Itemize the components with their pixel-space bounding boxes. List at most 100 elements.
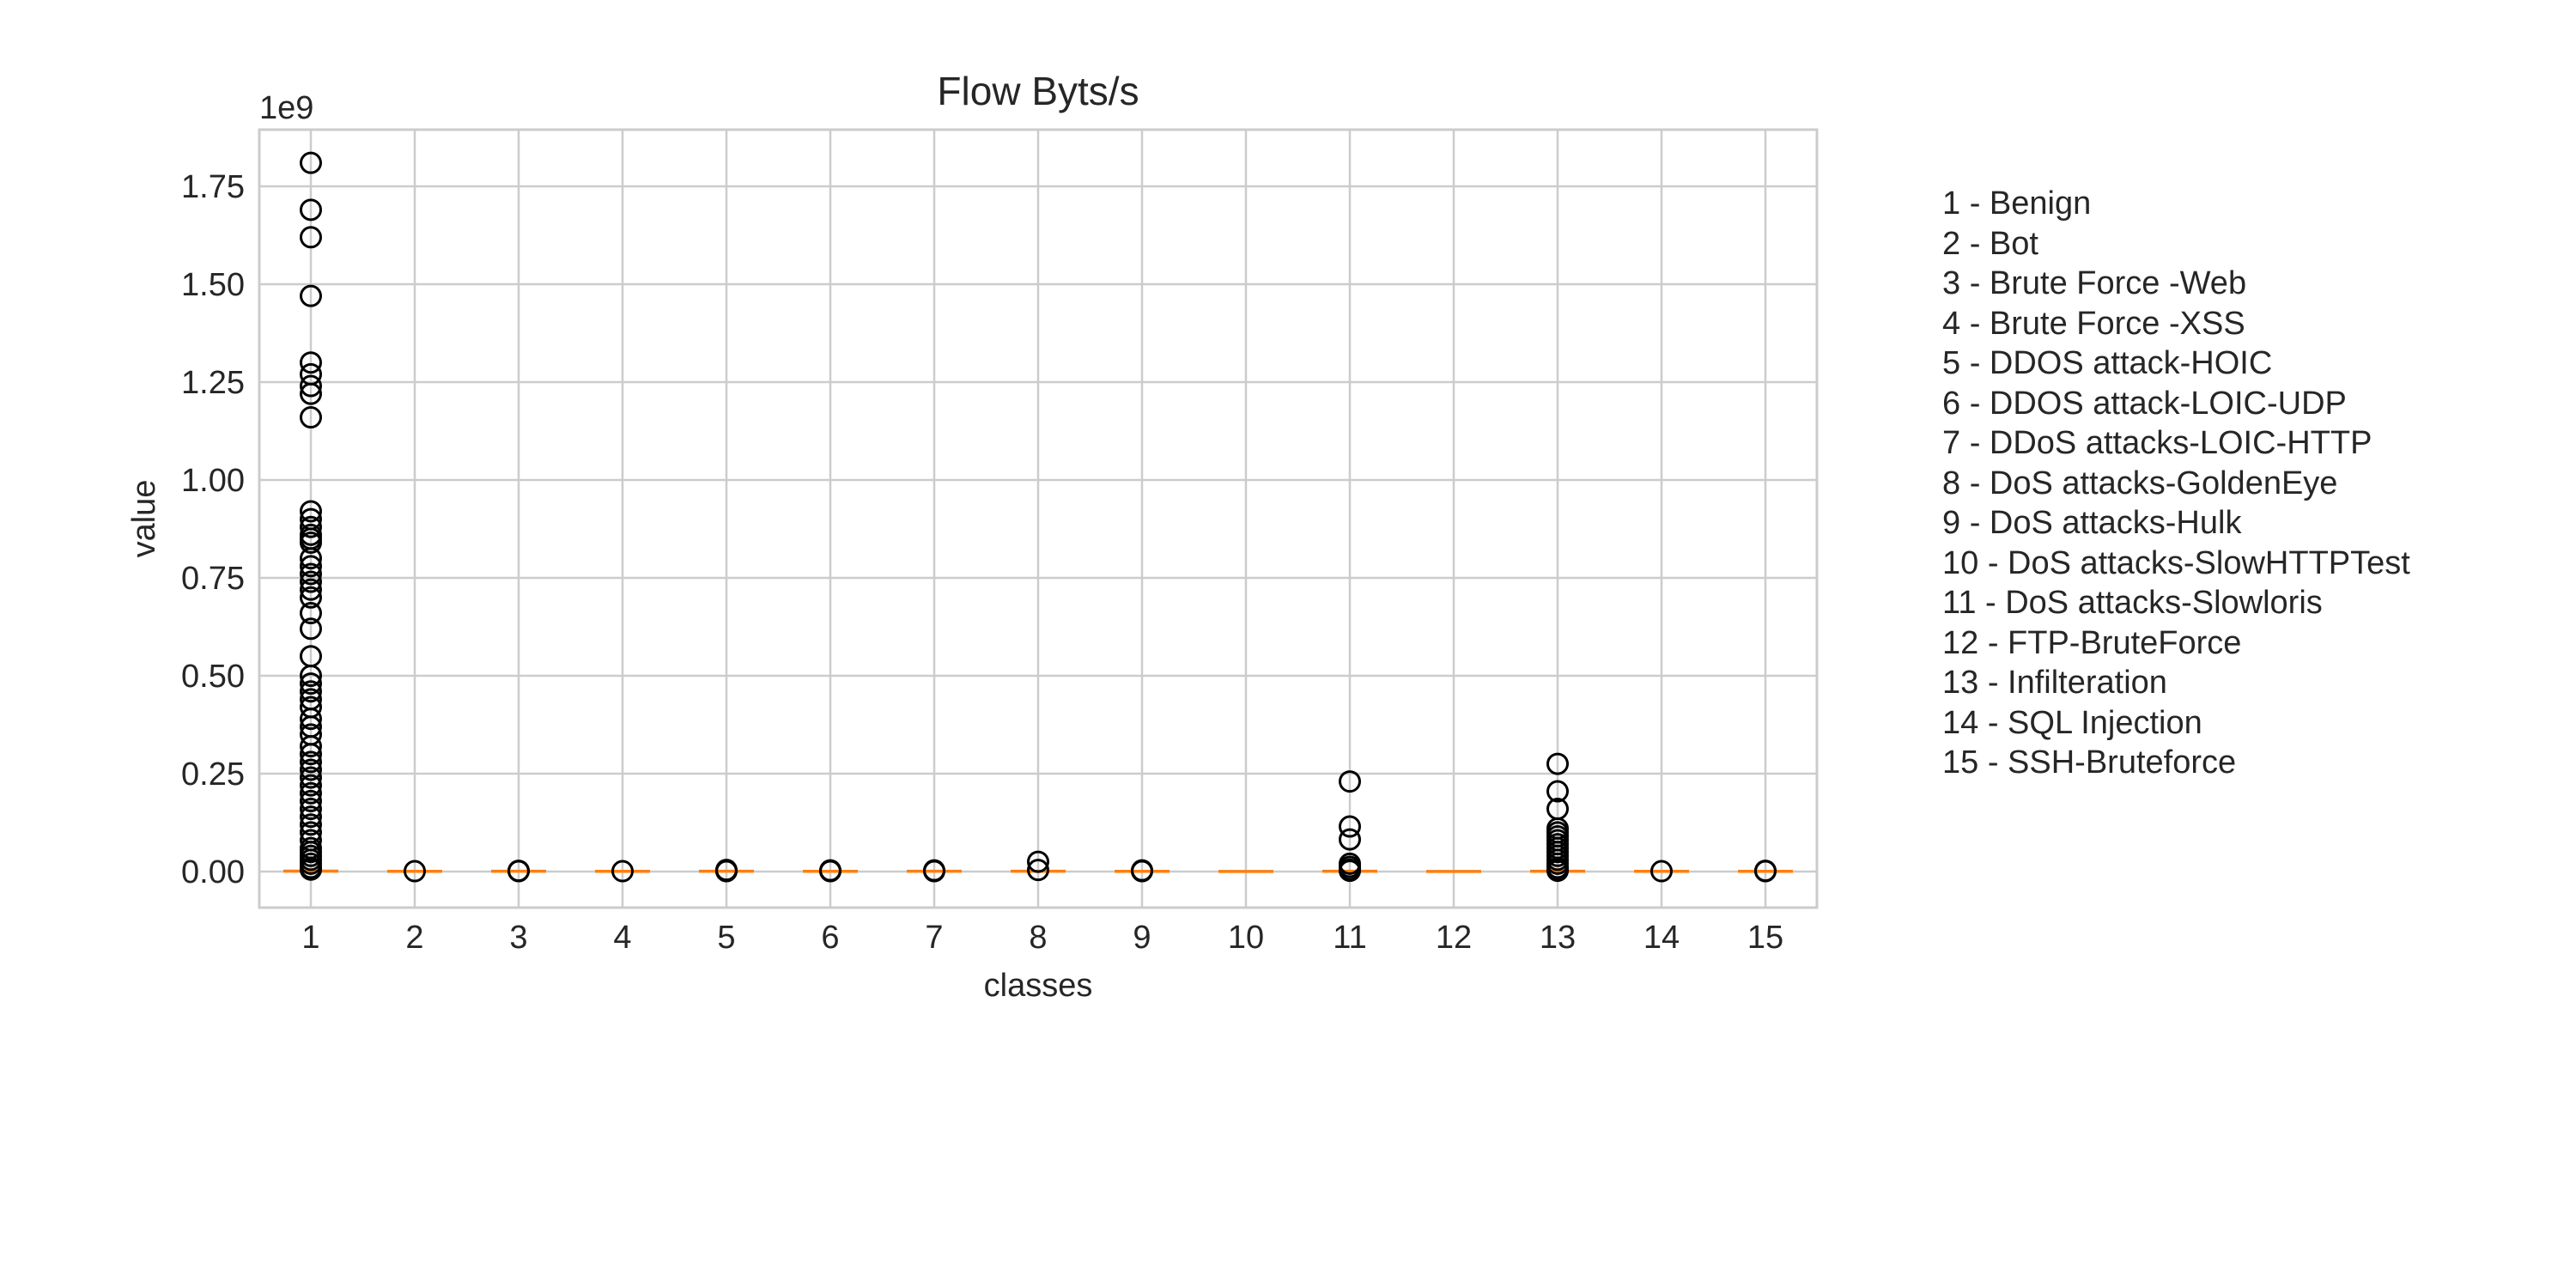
outlier-point	[300, 374, 322, 398]
outlier-point	[300, 382, 322, 405]
outlier-point	[300, 351, 322, 374]
outlier-point	[300, 500, 322, 523]
legend-entry: 14 - SQL Injection	[1942, 704, 2202, 741]
legend-entry: 12 - FTP-BruteForce	[1942, 624, 2242, 661]
outlier-point	[300, 766, 322, 789]
outlier-point	[1546, 860, 1569, 883]
x-tick-label: 11	[1333, 920, 1366, 956]
outlier-point	[507, 860, 530, 883]
grid	[259, 130, 1817, 908]
outlier-point	[300, 774, 322, 797]
legend-entry: 10 - DoS attacks-SlowHTTPTest	[1942, 544, 2410, 581]
outlier-point	[1339, 770, 1361, 793]
outlier-point	[300, 758, 322, 781]
legend-entry: 11 - DoS attacks-Slowloris	[1942, 585, 2323, 621]
outlier-point	[300, 151, 322, 174]
legend-entry: 7 - DDoS attacks-LOIC-HTTP	[1942, 425, 2372, 461]
chart-title: Flow Byts/s	[937, 69, 1139, 113]
outlier-point	[300, 743, 322, 766]
outlier-point	[1131, 860, 1153, 883]
outlier-point	[1027, 859, 1049, 882]
legend-entry: 5 - DDOS attack-HOIC	[1942, 345, 2273, 381]
legend: 1 - Benign 2 - Bot 3 - Brute Force -Web …	[1942, 184, 2410, 783]
outlier-point	[611, 860, 634, 883]
outlier-point	[300, 708, 322, 731]
outlier-point	[300, 798, 322, 821]
x-tick-label: 12	[1436, 920, 1472, 956]
outlier-point	[300, 578, 322, 601]
y-tick-label: 0.00	[181, 854, 245, 890]
legend-entry: 1 - Benign	[1942, 185, 2092, 222]
outlier-point	[300, 617, 322, 641]
outlier-point	[1650, 860, 1673, 883]
x-tick-label: 5	[717, 920, 735, 956]
outlier-point	[300, 789, 322, 812]
box-marks	[283, 151, 1793, 883]
legend-entry: 4 - Brute Force -XSS	[1942, 305, 2245, 342]
outlier-point	[923, 860, 945, 883]
x-tick-label: 14	[1643, 920, 1680, 956]
outlier-point	[300, 406, 322, 429]
legend-entry: 15 - SSH-Bruteforce	[1942, 744, 2237, 781]
outlier-point	[300, 665, 322, 687]
legend-entry: 3 - Brute Force -Web	[1942, 265, 2247, 301]
y-axis-label: value	[126, 480, 162, 558]
outlier-point	[300, 805, 322, 829]
legend-entry: 8 - DoS attacks-GoldenEye	[1942, 465, 2338, 501]
x-tick-label: 8	[1029, 920, 1047, 956]
plot-frame	[258, 128, 1819, 909]
outlier-point	[300, 284, 322, 307]
outlier-point	[300, 781, 322, 805]
legend-entry: 13 - Infilteration	[1942, 665, 2167, 701]
outlier-point	[819, 860, 841, 883]
outlier-point	[300, 198, 322, 222]
x-tick-label: 4	[613, 920, 631, 956]
outlier-point	[300, 858, 322, 881]
outlier-point	[300, 672, 322, 696]
outlier-point	[300, 562, 322, 586]
x-tick-label: 15	[1747, 920, 1783, 956]
outlier-point	[300, 531, 322, 554]
x-tick-label: 10	[1228, 920, 1264, 956]
x-tick-label: 6	[821, 920, 839, 956]
y-tick-label: 1.00	[181, 463, 245, 499]
y-tick-label: 0.50	[181, 659, 245, 695]
legend-entry: 6 - DDOS attack-LOIC-UDP	[1942, 385, 2347, 422]
outlier-point	[300, 750, 322, 774]
outlier-point	[1339, 815, 1361, 838]
outlier-point	[300, 555, 322, 578]
outlier-point	[300, 586, 322, 609]
outlier-point	[300, 735, 322, 758]
outlier-point	[300, 226, 322, 249]
outlier-point	[715, 860, 738, 883]
outlier-point	[300, 602, 322, 625]
outlier-point	[300, 515, 322, 538]
x-tick-label: 13	[1540, 920, 1576, 956]
legend-entry: 9 - DoS attacks-Hulk	[1942, 505, 2242, 541]
x-tick-label: 3	[509, 920, 527, 956]
y-tick-label: 0.25	[181, 756, 245, 793]
y-tick-label: 0.75	[181, 561, 245, 597]
outlier-point	[300, 680, 322, 703]
outlier-point	[300, 547, 322, 570]
outlier-point	[1546, 752, 1569, 775]
y-tick-label: 1.25	[181, 365, 245, 401]
outlier-point	[1546, 780, 1569, 803]
outlier-point	[404, 860, 426, 883]
outlier-point	[1339, 860, 1361, 883]
x-tick-label: 2	[405, 920, 423, 956]
outlier-point	[1027, 850, 1049, 873]
x-tick-label: 1	[301, 920, 319, 956]
outlier-point	[1754, 860, 1777, 883]
x-tick-label: 7	[925, 920, 943, 956]
legend-entry: 2 - Bot	[1942, 225, 2038, 262]
y-tick-label: 1.50	[181, 267, 245, 303]
x-tick-label: 9	[1133, 920, 1151, 956]
y-tick-label: 1.75	[181, 169, 245, 205]
y-offset-label: 1e9	[259, 90, 313, 126]
tick-labels: 0.000.250.500.751.001.251.501.751 2 3 4 5 6 7 8…	[181, 169, 1783, 956]
outlier-point	[300, 570, 322, 593]
outlier-point	[1339, 828, 1361, 851]
outlier-point	[300, 813, 322, 836]
